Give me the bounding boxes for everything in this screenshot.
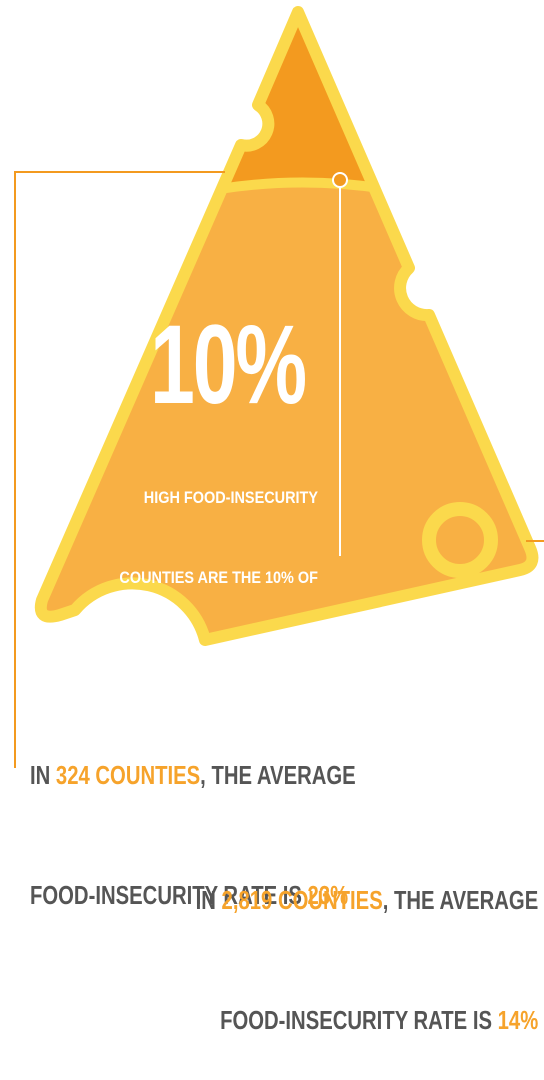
text: IN (195, 885, 222, 915)
text-line: FOOD-INSECURITY RATES. (128, 726, 318, 746)
cheese-hole (422, 502, 498, 578)
text-line: IN 324 COUNTIES, THE AVERAGE (30, 755, 356, 795)
text-line: IN 2,819 COUNTIES, THE AVERAGE (195, 880, 538, 920)
highlight: 14% (497, 1005, 538, 1035)
callout: IN 2,819 COUNTIES, THE AVERAGE FOOD-INSE… (195, 800, 538, 1080)
text: FOOD-INSECURITY RATE IS (219, 1005, 498, 1035)
highlight: 324 COUNTIES (55, 760, 201, 790)
cheese-outline (34, 6, 539, 646)
text: IN (30, 760, 56, 790)
pointer-dot (332, 172, 348, 188)
stat-value: 10% (150, 302, 307, 427)
highlight: 2,819 COUNTIES (221, 885, 383, 915)
infographic: 10% HIGH FOOD-INSECURITY COUNTIES ARE TH… (14, 6, 544, 1035)
text: , THE AVERAGE (382, 885, 538, 915)
text: , THE AVERAGE (200, 760, 356, 790)
text-line: COUNTIES ARE THE 10% OF (119, 567, 318, 587)
text-line: HIGH FOOD-INSECURITY (143, 488, 318, 507)
callout-line (14, 171, 225, 768)
cheese-graphic (14, 6, 544, 768)
cheese-body (40, 12, 533, 640)
text-line: COUNTIES WITH THE HIGHEST (101, 647, 318, 666)
stat-description: HIGH FOOD-INSECURITY COUNTIES ARE THE 10… (101, 432, 318, 777)
text-line: FOOD-INSECURITY RATE IS 14% (195, 1000, 538, 1040)
